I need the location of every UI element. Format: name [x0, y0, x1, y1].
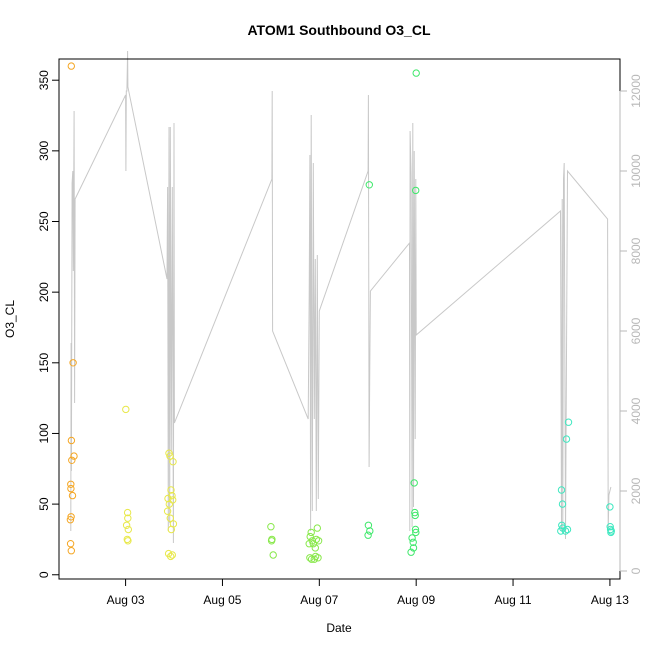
data-point: [314, 537, 323, 545]
data-point: [124, 537, 132, 545]
data-point: [166, 514, 175, 522]
x-axis-label: Date: [326, 621, 352, 635]
data-point: [408, 534, 416, 542]
x-tick-label: Aug 09: [397, 593, 435, 607]
x-tick-label: Aug 13: [591, 593, 629, 607]
secondary-series-line: [70, 50, 612, 544]
data-point: [564, 418, 573, 426]
data-point: [557, 527, 565, 535]
data-point: [314, 554, 322, 562]
secondary-line-layer: [70, 50, 612, 544]
chart-title: ATOM1 Southbound O3_CL: [247, 22, 430, 38]
data-point: [67, 513, 75, 521]
y2-tick-label: 4000: [629, 397, 643, 424]
data-point: [167, 552, 175, 561]
data-point: [163, 507, 172, 515]
data-point: [122, 405, 130, 414]
data-point: [165, 500, 174, 508]
points-layer: [66, 62, 615, 563]
data-point: [607, 527, 615, 535]
data-point: [410, 479, 418, 487]
data-point: [412, 186, 420, 195]
data-point: [561, 527, 570, 535]
y-axis: 0 50 100 150 200 250 300 350: [37, 70, 60, 578]
x-tick-label: Aug 07: [300, 593, 338, 607]
data-point: [409, 544, 418, 552]
data-point: [68, 456, 76, 464]
y-tick-label: 200: [37, 282, 51, 302]
data-point: [67, 547, 76, 555]
data-point: [606, 523, 614, 531]
y-tick-label: 350: [37, 70, 51, 90]
data-point: [412, 528, 420, 537]
data-point: [123, 508, 132, 517]
data-point: [557, 486, 566, 494]
data-point: [409, 538, 417, 546]
data-point: [169, 458, 177, 466]
data-point: [69, 359, 77, 367]
y2-tick-label: 6000: [629, 317, 643, 344]
y-tick-label: 50: [37, 497, 51, 511]
y2-axis: 0 2000 4000 6000 8000 10000 12000: [619, 74, 643, 574]
data-point: [366, 527, 374, 535]
data-point: [122, 521, 131, 529]
y2-tick-label: 2000: [629, 477, 643, 504]
data-point: [407, 548, 415, 556]
y-axis-label: O3_CL: [3, 300, 17, 338]
data-point: [167, 525, 176, 534]
x-tick-label: Aug 03: [107, 593, 145, 607]
data-point: [67, 62, 76, 70]
y-tick-label: 100: [37, 423, 51, 443]
data-point: [306, 532, 314, 541]
y2-tick-label: 8000: [629, 237, 643, 264]
data-point: [67, 480, 75, 488]
data-point: [267, 537, 276, 545]
x-tick-label: Aug 11: [494, 593, 531, 607]
data-point: [168, 491, 176, 500]
x-axis: Aug 03 Aug 05 Aug 07 Aug 09 Aug 11 Aug 13: [107, 578, 629, 607]
data-point: [563, 525, 572, 534]
data-point: [311, 544, 319, 552]
data-point: [313, 524, 321, 532]
data-point: [70, 452, 78, 460]
data-point: [365, 181, 373, 189]
y-tick-label: 250: [37, 211, 51, 231]
y-tick-label: 0: [37, 571, 51, 578]
data-point: [412, 69, 420, 77]
y2-tick-label: 10000: [629, 154, 643, 188]
data-point: [267, 523, 275, 531]
x-tick-label: Aug 05: [203, 593, 241, 607]
y2-tick-label: 0: [629, 567, 643, 574]
data-point: [307, 528, 315, 537]
data-point: [562, 435, 571, 443]
data-point: [364, 531, 372, 539]
data-point: [411, 511, 419, 520]
data-point: [66, 516, 75, 524]
y2-tick-label: 12000: [629, 74, 643, 108]
y-tick-label: 300: [37, 141, 51, 161]
data-point: [168, 551, 177, 559]
plot-frame: [58, 58, 621, 580]
data-point: [67, 484, 75, 493]
data-point: [558, 500, 567, 508]
data-point: [411, 508, 419, 517]
data-point: [269, 551, 277, 559]
y-tick-label: 150: [37, 352, 51, 372]
data-point: [67, 436, 76, 445]
data-point: [606, 503, 614, 511]
data-point: [411, 525, 420, 534]
data-point: [124, 514, 132, 522]
data-point: [68, 491, 77, 500]
data-point: [66, 540, 75, 548]
data-point: [166, 452, 174, 460]
data-point: [167, 486, 175, 494]
data-point: [124, 525, 133, 534]
